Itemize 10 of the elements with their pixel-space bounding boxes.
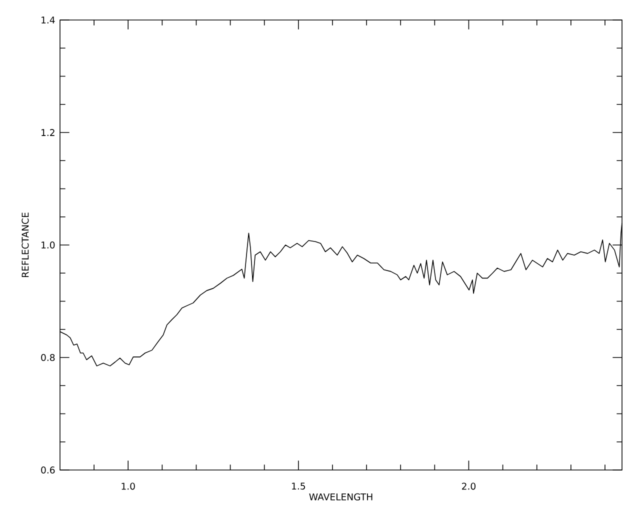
x-tick-label: 1.5 — [292, 482, 306, 490]
x-tick-label: 1.0 — [122, 482, 135, 490]
x-axis-title: WAVELENGTH — [309, 493, 372, 500]
y-tick-label: 1.2 — [42, 129, 54, 136]
y-tick-label: 0.6 — [41, 466, 55, 474]
x-tick-label: 2.0 — [462, 482, 476, 490]
y-tick-label: 1.0 — [42, 241, 55, 249]
y-tick-label: 0.8 — [41, 354, 55, 362]
y-axis-title: REFLECTANCE — [22, 212, 29, 278]
y-tick-label: 1.4 — [42, 16, 55, 24]
